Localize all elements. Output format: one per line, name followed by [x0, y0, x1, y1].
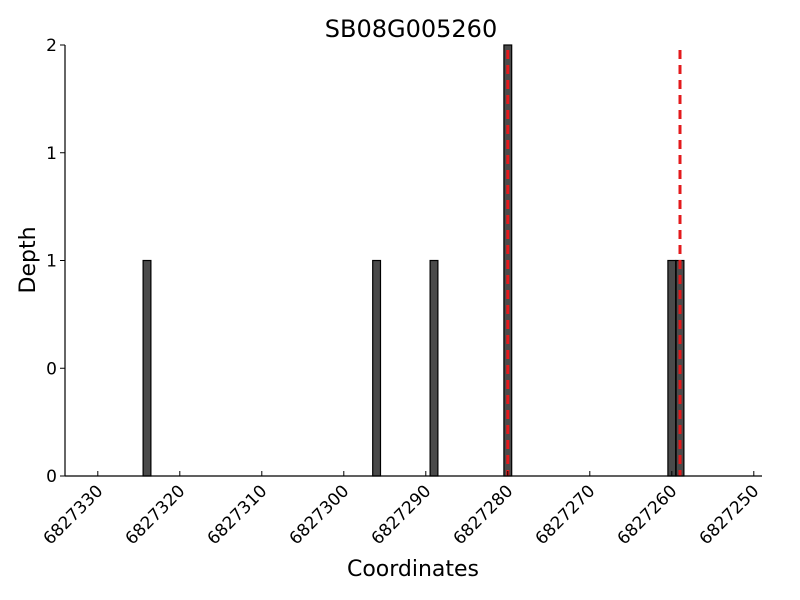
- y-tick-label-0: 0: [46, 467, 57, 487]
- y-tick-label-2: 1: [46, 252, 57, 272]
- y-tick-label-1: 0: [46, 359, 57, 379]
- x-tick-label-6: 6827270: [532, 481, 600, 549]
- bar-2: [429, 259, 439, 477]
- axes-group: [64, 45, 762, 477]
- bar-1: [372, 259, 382, 477]
- y-tick-label-4: 2: [46, 36, 57, 56]
- x-tick-label-5: 6827280: [450, 481, 518, 549]
- x-tick-label-3: 6827300: [286, 481, 354, 549]
- x-tick-label-2: 6827310: [204, 481, 272, 549]
- markers-group: [506, 50, 682, 476]
- bar-4: [667, 259, 677, 477]
- x-tick-label-8: 6827250: [696, 481, 764, 549]
- chart-title: SB08G005260: [325, 15, 497, 43]
- x-tick-label-0: 6827330: [40, 481, 108, 549]
- y-tick-label-3: 1: [46, 144, 57, 164]
- bar-0: [142, 259, 152, 477]
- x-tick-label-4: 6827290: [368, 481, 436, 549]
- y-ticks-group: 0 0 1 1 2: [46, 36, 65, 487]
- x-tick-label-1: 6827320: [122, 481, 190, 549]
- x-tick-label-7: 6827260: [614, 481, 682, 549]
- y-axis-label: Depth: [16, 226, 41, 293]
- x-ticks-group: 6827330 6827320 6827310 6827300 6827290 68272…: [40, 471, 764, 549]
- x-axis-label: Coordinates: [347, 557, 479, 582]
- bars-group: [142, 44, 685, 477]
